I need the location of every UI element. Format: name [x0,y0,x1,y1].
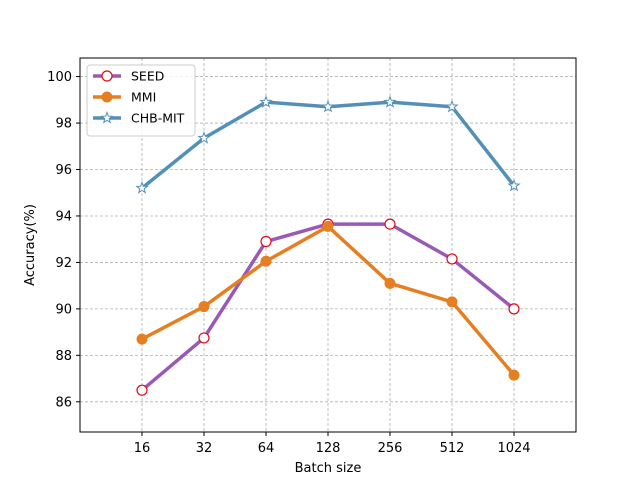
data-point [259,95,273,108]
y-tick-label: 100 [47,70,72,85]
legend-marker [101,91,113,103]
data-point [260,255,272,267]
data-point [384,218,396,230]
data-point [322,220,334,232]
y-tick-label: 86 [55,395,72,410]
y-tick-label: 90 [55,302,72,317]
ticks: 16 32 64 128 256 512 1024 86 88 90 92 94 96 98 100 [47,70,530,456]
x-tick-label: 256 [378,441,403,456]
x-tick-label: 1024 [497,441,530,456]
x-tick-label: 64 [258,441,275,456]
data-point [383,95,397,108]
data-point [384,277,396,289]
x-tick-label: 512 [440,441,465,456]
x-tick-label: 32 [196,441,213,456]
series-layer [135,95,521,396]
legend-item: CHB-MIT [93,111,185,126]
legend-label: MMI [131,90,156,105]
data-point [198,332,210,344]
series-chb-mit [135,95,521,194]
data-point [508,369,520,381]
data-point [446,253,458,265]
series-mmi [136,220,520,381]
data-point [446,296,458,308]
x-tick-label: 128 [316,441,341,456]
legend-item: SEED [93,69,164,84]
legend-label: CHB-MIT [131,111,185,126]
y-tick-label: 98 [55,117,72,132]
x-tick-label: 16 [134,441,151,456]
data-point [260,235,272,248]
data-point [508,303,520,315]
legend-marker [100,111,114,124]
legend: SEED MMI CHB-MIT [86,64,196,137]
y-tick-label: 92 [55,256,72,271]
data-point [321,99,335,113]
legend-label: SEED [131,69,164,84]
y-tick-label: 94 [55,209,72,224]
data-point [136,384,148,396]
data-point [197,131,211,144]
data-point [198,301,210,313]
data-point [507,178,521,192]
y-tick-label: 88 [55,349,72,364]
y-axis-label: Accuracy(%) [23,204,38,286]
y-tick-label: 96 [55,163,72,178]
data-point [135,181,149,194]
x-axis-label: Batch size [295,461,362,476]
legend-marker [101,70,113,82]
legend-item: MMI [93,90,156,105]
data-point [136,333,148,345]
data-point [445,99,459,113]
